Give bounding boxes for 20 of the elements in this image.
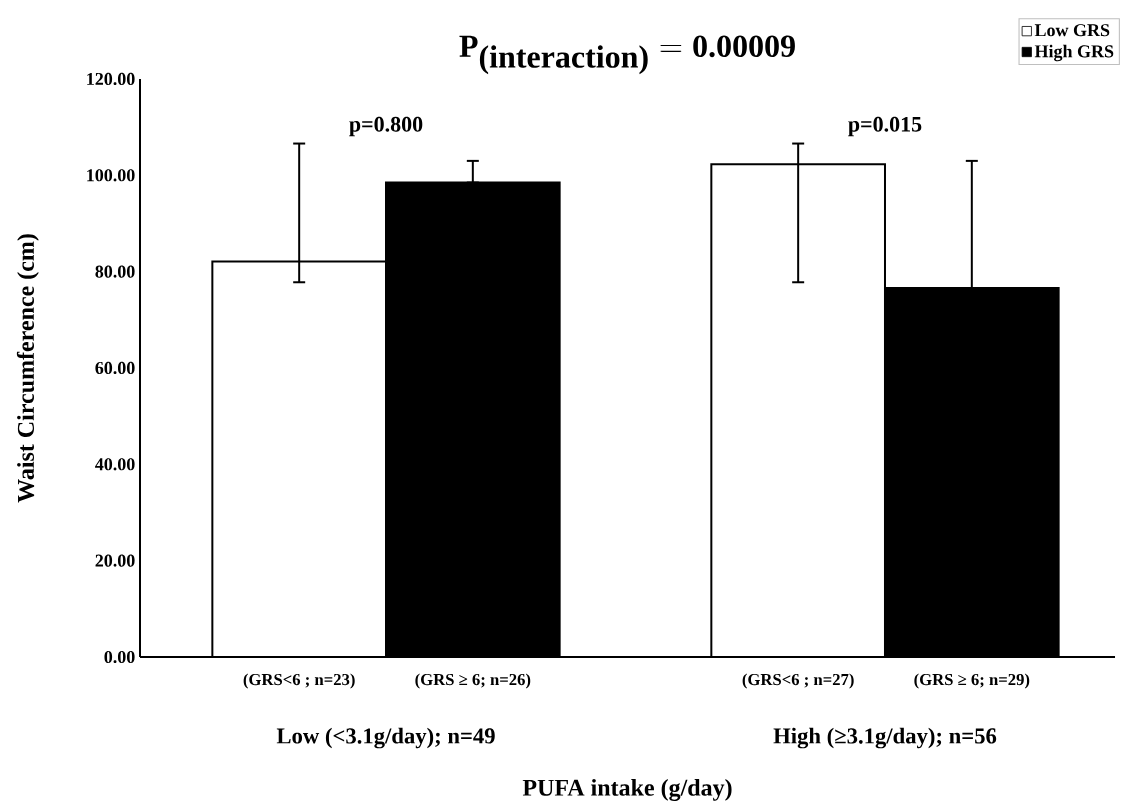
y-tick-label: 0.00 bbox=[104, 650, 135, 663]
annotation: p=0.015 bbox=[848, 116, 922, 136]
text: (GRS ≥ 6; n=29) bbox=[914, 673, 1030, 689]
y-tick-label: 60.00 bbox=[95, 361, 135, 374]
text: (GRS<6 ; n=23) bbox=[243, 673, 355, 689]
x-axis-title: PUFA intake (g/day) bbox=[522, 778, 732, 801]
y-tick-label: 100.00 bbox=[87, 169, 135, 182]
text: (GRS<6 ; n=27) bbox=[742, 673, 854, 689]
legend-label: Low GRS bbox=[1034, 24, 1110, 37]
chart-title: $\textbf{P}_{\textbf{(interaction)}} = \textbf{0.00009}$ bbox=[459, 35, 795, 75]
annotation: p=0.800 bbox=[349, 116, 423, 136]
y-tick-label: 40.00 bbox=[95, 458, 135, 471]
y-axis-title: Waist Circumference (cm) bbox=[16, 234, 39, 503]
legend-label: High GRS bbox=[1034, 44, 1114, 62]
x-tick-label: High (≥3.1g/day); n=56 bbox=[773, 727, 997, 749]
y-tick-label: 120.00 bbox=[87, 72, 135, 85]
y-tick-label: 20.00 bbox=[95, 554, 135, 567]
text: (GRS ≥ 6; n=26) bbox=[415, 673, 531, 689]
y-tick-label: 80.00 bbox=[95, 265, 135, 278]
x-tick-label: Low (<3.1g/day); n=49 bbox=[276, 727, 495, 749]
